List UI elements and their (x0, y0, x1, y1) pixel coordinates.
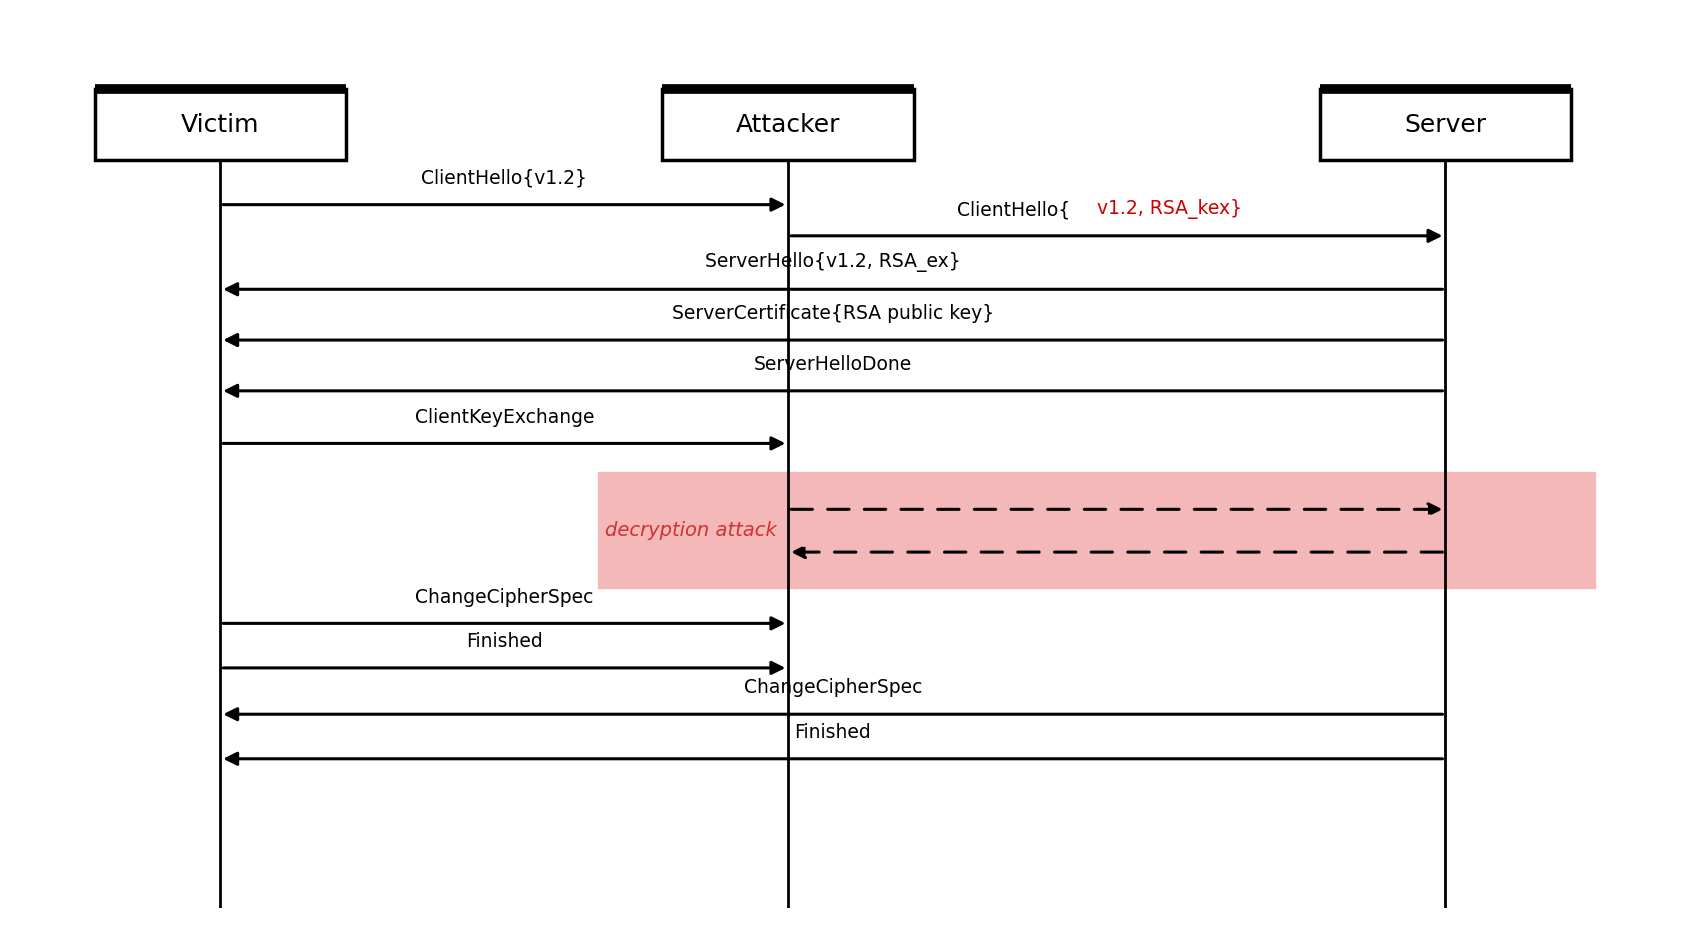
Text: Finished: Finished (794, 722, 872, 742)
Text: ServerCertificate{RSA public key}: ServerCertificate{RSA public key} (671, 304, 993, 323)
Text: ServerHelloDone: ServerHelloDone (753, 355, 912, 374)
Bar (95, 90, 346, 161)
Text: Server: Server (1404, 113, 1485, 137)
Text: ClientKeyExchange: ClientKeyExchange (414, 407, 595, 426)
Text: ChangeCipherSpec: ChangeCipherSpec (415, 587, 593, 606)
Text: Attacker: Attacker (735, 113, 839, 137)
Bar (662, 90, 914, 161)
Text: Victim: Victim (181, 113, 260, 137)
Text: ServerHello{v1.2, RSA_ex}: ServerHello{v1.2, RSA_ex} (704, 252, 959, 273)
Text: ClientHello{v1.2}: ClientHello{v1.2} (421, 169, 586, 187)
Bar (1319, 90, 1571, 161)
Text: v1.2, RSA_kex}: v1.2, RSA_kex} (1096, 198, 1241, 219)
Text: ChangeCipherSpec: ChangeCipherSpec (743, 678, 922, 697)
Text: ClientHello{: ClientHello{ (956, 200, 1069, 219)
Text: Finished: Finished (466, 631, 542, 651)
Text: decryption attack: decryption attack (605, 521, 777, 540)
